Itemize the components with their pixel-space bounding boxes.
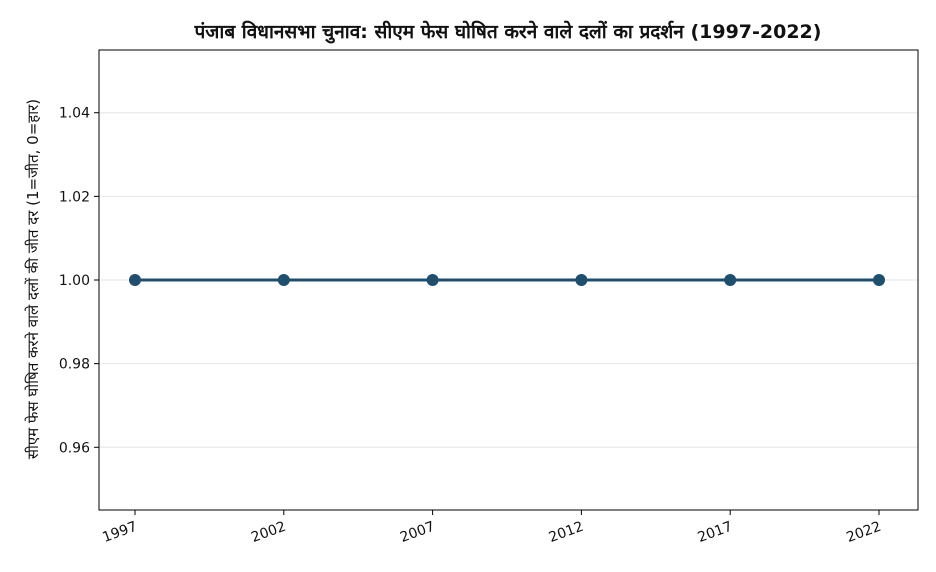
plot-series	[129, 274, 885, 286]
x-tick-label: 2022	[844, 519, 883, 546]
x-axis-ticks: 1997 2002 2007 2012 2017 2022	[100, 510, 883, 546]
y-axis-label: सीएम फेस घोषित करने वाले दलों की जीत दर …	[24, 99, 42, 459]
x-tick-label: 1997	[100, 519, 139, 546]
y-axis-ticks: 0.96 0.98 1.00 1.02 1.04	[59, 106, 99, 456]
data-point	[873, 274, 885, 286]
chart-title: पंजाब विधानसभा चुनाव: सीएम फेस घोषित करन…	[194, 20, 822, 44]
y-tick-label: 0.96	[59, 440, 90, 456]
data-point	[277, 274, 290, 286]
x-tick-label: 2012	[547, 519, 586, 546]
y-tick-label: 1.04	[59, 106, 90, 122]
data-point	[426, 274, 439, 286]
data-point	[575, 274, 588, 286]
data-point	[724, 274, 737, 286]
y-tick-label: 0.98	[59, 357, 90, 373]
data-point	[129, 274, 141, 286]
x-tick-label: 2002	[249, 519, 288, 546]
plot-frame	[98, 49, 919, 511]
x-tick-label: 2007	[398, 519, 437, 546]
y-tick-label: 1.02	[59, 189, 90, 205]
x-tick-label: 2017	[696, 519, 735, 546]
y-tick-label: 1.00	[59, 273, 90, 289]
